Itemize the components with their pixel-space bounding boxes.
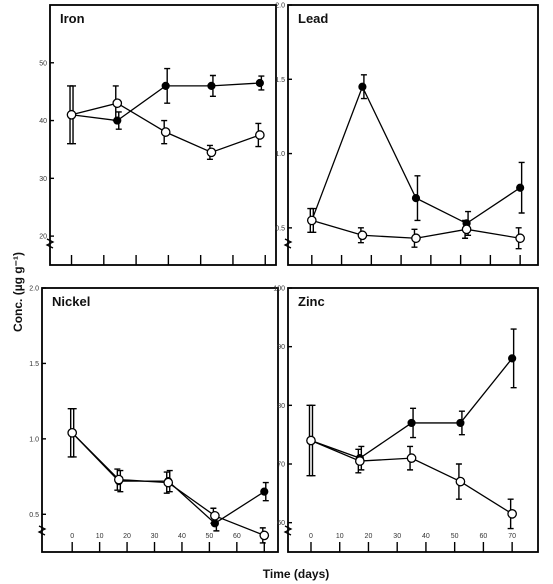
x-tick-label: 50 xyxy=(451,533,459,540)
x-tick-label: 20 xyxy=(365,533,373,540)
axis-break xyxy=(45,238,55,249)
data-point-open xyxy=(461,224,472,235)
data-point-open xyxy=(67,427,78,438)
panel-title: Lead xyxy=(298,11,328,26)
y-tick-label: 1.5 xyxy=(29,361,39,368)
data-point-open xyxy=(112,98,123,109)
data-point-open xyxy=(357,230,368,241)
data-point-filled xyxy=(255,78,264,88)
data-point-open xyxy=(306,215,317,226)
y-tick-label: 2.0 xyxy=(29,286,39,293)
data-point-open xyxy=(255,130,265,140)
y-tick-label: 1.5 xyxy=(275,77,285,84)
y-tick-label: 100 xyxy=(273,286,285,293)
panel-title: Iron xyxy=(60,11,85,26)
data-point-open xyxy=(163,477,174,488)
x-tick-label: 50 xyxy=(205,533,213,540)
x-tick-label: 70 xyxy=(508,533,516,540)
data-point-open xyxy=(113,474,124,485)
plot-frame xyxy=(287,4,539,266)
x-tick-label: 0 xyxy=(70,533,74,540)
data-point-open xyxy=(515,233,525,244)
axis-break xyxy=(283,525,293,536)
data-point-filled xyxy=(516,183,525,192)
data-point-open xyxy=(354,456,365,466)
panel-title: Nickel xyxy=(52,294,90,309)
x-tick-label: 0 xyxy=(309,533,313,540)
data-point-open xyxy=(507,509,517,519)
x-tick-label: 40 xyxy=(422,533,430,540)
x-tick-label: 10 xyxy=(96,533,104,540)
plot-frame xyxy=(287,287,539,553)
panel-title: Zinc xyxy=(298,294,325,309)
y-tick-label: 1.0 xyxy=(29,436,39,443)
y-tick-label: 40 xyxy=(39,118,47,125)
x-tick-label: 60 xyxy=(233,533,241,540)
y-tick-label: 0.5 xyxy=(275,225,285,232)
data-point-filled xyxy=(407,418,416,428)
y-axis-title: Conc. (µg g⁻¹) xyxy=(11,252,25,332)
data-point-filled xyxy=(207,81,216,90)
data-point-filled xyxy=(508,354,517,363)
panel-iron: Iron 20 30 40 50 xyxy=(39,4,277,266)
plot-frame xyxy=(41,287,279,553)
data-point-open xyxy=(210,510,220,521)
y-tick-label: 30 xyxy=(39,176,47,183)
data-point-filled xyxy=(358,82,367,91)
y-tick-label: 70 xyxy=(277,462,285,469)
axis-break xyxy=(283,238,293,249)
data-point-open xyxy=(66,109,77,120)
data-point-open xyxy=(411,233,421,244)
data-point-open xyxy=(160,127,171,137)
data-point-filled xyxy=(456,418,465,428)
plot-frame xyxy=(49,4,277,266)
panel-zinc: Zinc 60 70 80 90 100 0 10 20 30 40 50 60 70 xyxy=(273,286,539,553)
x-tick-label: 60 xyxy=(480,533,488,540)
y-tick-label: 0.5 xyxy=(29,512,39,519)
data-point-open xyxy=(455,476,466,487)
data-point-filled xyxy=(161,81,170,90)
x-axis-title: Time (days) xyxy=(263,567,329,581)
axis-break xyxy=(37,525,47,536)
panel-lead: Lead 0.5 1.0 1.5 2.0 xyxy=(275,3,539,266)
x-tick-label: 40 xyxy=(178,533,186,540)
data-point-open xyxy=(206,147,217,158)
x-tick-label: 10 xyxy=(336,533,344,540)
y-tick-label: 80 xyxy=(277,403,285,410)
x-tick-label: 30 xyxy=(151,533,159,540)
x-tick-label: 30 xyxy=(393,533,401,540)
y-tick-label: 2.0 xyxy=(275,3,285,10)
y-tick-label: 50 xyxy=(39,60,47,67)
y-tick-label: 90 xyxy=(277,344,285,351)
y-tick-label: 1.0 xyxy=(275,151,285,158)
x-tick-label: 20 xyxy=(123,533,131,540)
data-point-filled xyxy=(411,194,421,203)
data-point-open xyxy=(406,453,417,463)
y-tick-label: 20 xyxy=(39,234,47,241)
data-point-open xyxy=(259,530,270,541)
y-tick-label: 60 xyxy=(277,520,285,527)
data-point-filled xyxy=(260,487,269,496)
series-line-filled xyxy=(311,85,521,225)
data-point-open xyxy=(306,435,316,446)
